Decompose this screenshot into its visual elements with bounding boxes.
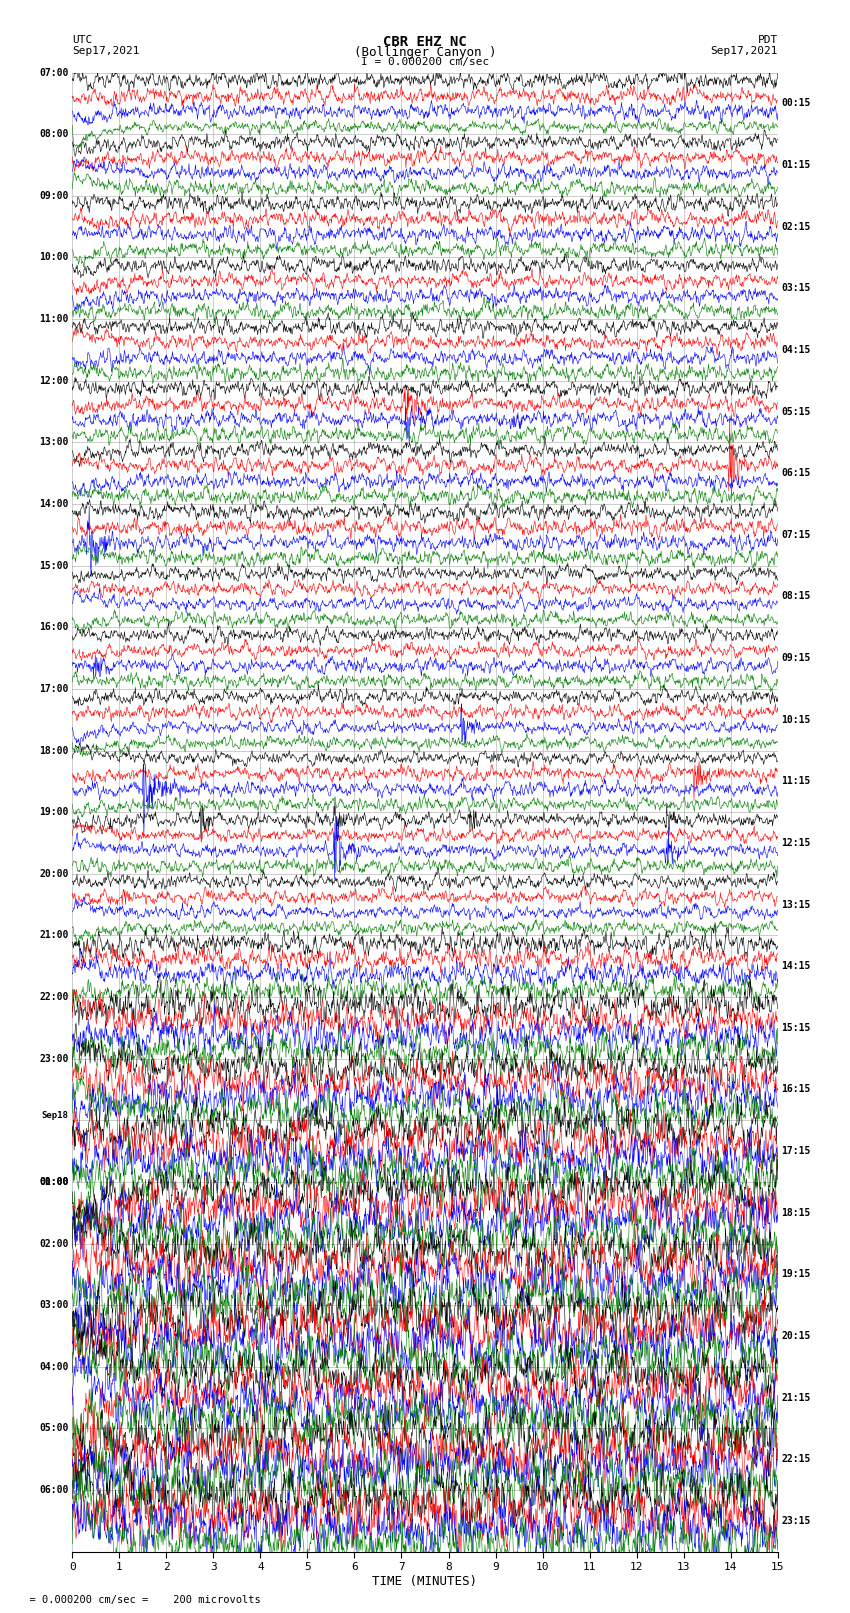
Text: I = 0.000200 cm/sec: I = 0.000200 cm/sec	[361, 58, 489, 68]
Text: 16:00: 16:00	[39, 623, 69, 632]
Text: 10:00: 10:00	[39, 253, 69, 263]
Text: 04:15: 04:15	[781, 345, 811, 355]
Text: CBR EHZ NC: CBR EHZ NC	[383, 35, 467, 48]
Text: 15:15: 15:15	[781, 1023, 811, 1032]
Text: 03:15: 03:15	[781, 284, 811, 294]
Text: 18:15: 18:15	[781, 1208, 811, 1218]
Text: 20:00: 20:00	[39, 869, 69, 879]
Text: 07:15: 07:15	[781, 529, 811, 540]
Text: 08:15: 08:15	[781, 592, 811, 602]
Text: (Bollinger Canyon ): (Bollinger Canyon )	[354, 45, 496, 60]
Text: 23:00: 23:00	[39, 1053, 69, 1063]
Text: 11:00: 11:00	[39, 315, 69, 324]
Text: 07:00: 07:00	[39, 68, 69, 77]
X-axis label: TIME (MINUTES): TIME (MINUTES)	[372, 1574, 478, 1587]
Text: 05:15: 05:15	[781, 406, 811, 416]
Text: 09:15: 09:15	[781, 653, 811, 663]
Text: 14:00: 14:00	[39, 498, 69, 510]
Text: 18:00: 18:00	[39, 745, 69, 755]
Text: 16:15: 16:15	[781, 1084, 811, 1095]
Text: 05:00: 05:00	[39, 1423, 69, 1434]
Text: 14:15: 14:15	[781, 961, 811, 971]
Text: 13:00: 13:00	[39, 437, 69, 447]
Text: 17:15: 17:15	[781, 1147, 811, 1157]
Text: 13:15: 13:15	[781, 900, 811, 910]
Text: 06:15: 06:15	[781, 468, 811, 477]
Text: 06:00: 06:00	[39, 1486, 69, 1495]
Text: 20:15: 20:15	[781, 1331, 811, 1340]
Text: 02:00: 02:00	[39, 1239, 69, 1248]
Text: 19:15: 19:15	[781, 1269, 811, 1279]
Text: 00:15: 00:15	[781, 98, 811, 108]
Text: 21:00: 21:00	[39, 931, 69, 940]
Text: Sep17,2021: Sep17,2021	[72, 45, 139, 56]
Text: 12:00: 12:00	[39, 376, 69, 386]
Text: 12:15: 12:15	[781, 839, 811, 848]
Text: 10:15: 10:15	[781, 715, 811, 724]
Text: 09:00: 09:00	[39, 190, 69, 202]
Text: = 0.000200 cm/sec =    200 microvolts: = 0.000200 cm/sec = 200 microvolts	[17, 1595, 261, 1605]
Text: 17:00: 17:00	[39, 684, 69, 694]
Text: UTC: UTC	[72, 35, 93, 45]
Text: 11:15: 11:15	[781, 776, 811, 786]
Text: PDT: PDT	[757, 35, 778, 45]
Text: Sep17,2021: Sep17,2021	[711, 45, 778, 56]
Text: 02:15: 02:15	[781, 221, 811, 232]
Text: 03:00: 03:00	[39, 1300, 69, 1310]
Text: 22:15: 22:15	[781, 1455, 811, 1465]
Text: 04:00: 04:00	[39, 1361, 69, 1371]
Text: 01:00: 01:00	[39, 1177, 69, 1187]
Text: 15:00: 15:00	[39, 561, 69, 571]
Text: 19:00: 19:00	[39, 806, 69, 818]
Text: 00:00: 00:00	[39, 1177, 69, 1187]
Text: 01:15: 01:15	[781, 160, 811, 169]
Text: 08:00: 08:00	[39, 129, 69, 139]
Text: 23:15: 23:15	[781, 1516, 811, 1526]
Text: 21:15: 21:15	[781, 1392, 811, 1403]
Text: Sep18: Sep18	[42, 1111, 69, 1121]
Text: 22:00: 22:00	[39, 992, 69, 1002]
